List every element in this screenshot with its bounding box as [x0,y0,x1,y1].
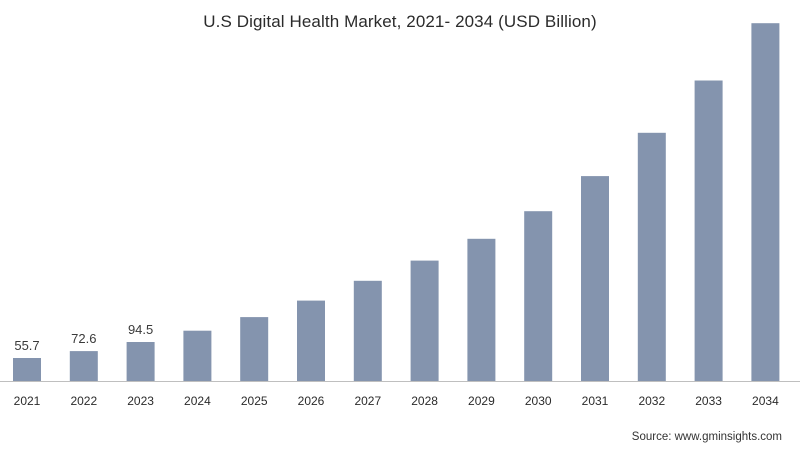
bar-2031 [581,176,609,381]
bar-2030 [524,211,553,381]
x-tick-label: 2031 [582,394,609,408]
data-label: 55.7 [14,338,39,353]
x-tick-label: 2027 [354,394,381,408]
bar-2021 [13,358,41,381]
x-tick-label: 2033 [695,394,722,408]
x-tick-label: 2021 [14,394,41,408]
bar-2022 [69,351,98,381]
bars-layer [13,23,780,381]
bar-2023 [126,342,155,381]
bar-2034 [751,23,780,381]
chart-title: U.S Digital Health Market, 2021- 2034 (U… [203,12,597,31]
data-labels-layer: 55.7 72.6 94.5 [14,322,153,353]
bar-2033 [694,80,723,381]
x-tick-label: 2024 [184,394,211,408]
x-tick-label: 2023 [127,394,154,408]
bar-2032 [637,132,666,381]
bar-2027 [353,280,382,381]
bar-2026 [297,300,325,381]
x-tick-label: 2030 [525,394,552,408]
bar-2024 [183,330,212,381]
x-tick-label: 2026 [298,394,325,408]
data-label: 72.6 [71,331,96,346]
x-tick-label: 2025 [241,394,268,408]
x-tick-label: 2032 [638,394,665,408]
x-tick-labels: 2021 2022 2023 2024 2025 2026 2027 2028 2029 2030… [14,394,779,408]
source-note: Source: www.gminsights.com [631,431,782,443]
bar-2029 [467,238,496,381]
x-tick-label: 2028 [411,394,438,408]
data-label: 94.5 [128,322,153,337]
x-tick-label: 2034 [752,394,779,408]
bar-2028 [410,260,439,381]
x-tick-label: 2022 [70,394,97,408]
x-tick-label: 2029 [468,394,495,408]
bar-2025 [240,317,269,381]
